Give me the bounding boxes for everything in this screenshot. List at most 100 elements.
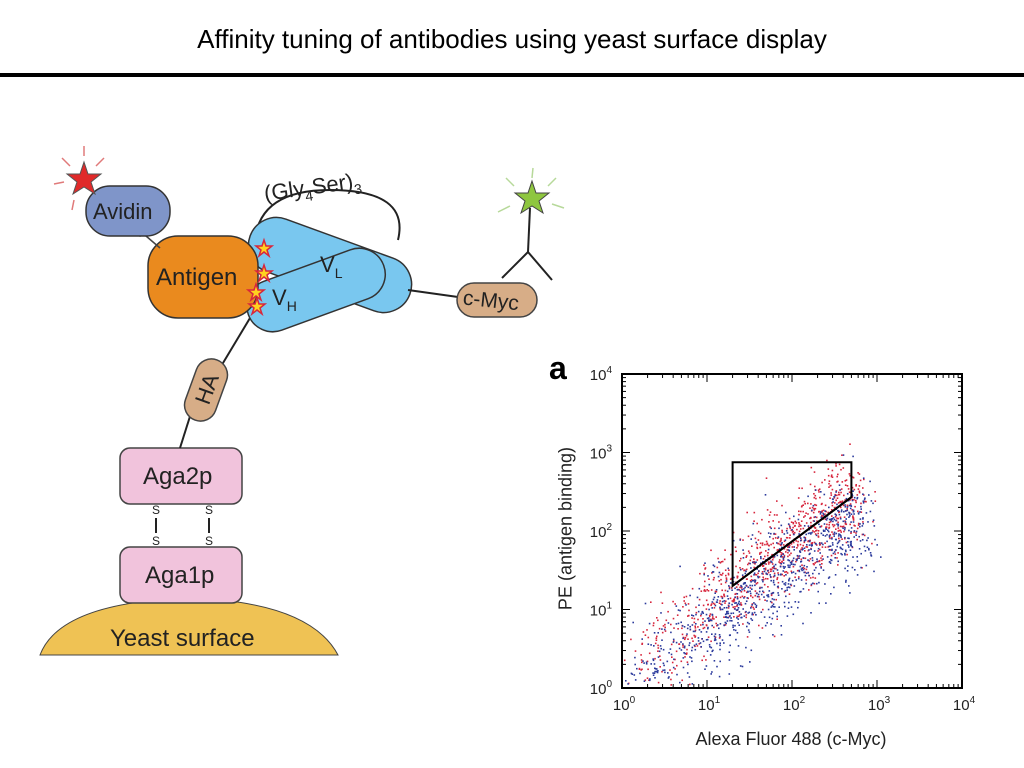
data-point bbox=[711, 607, 713, 609]
data-point bbox=[764, 599, 766, 601]
data-point bbox=[753, 558, 755, 560]
data-point bbox=[740, 585, 743, 588]
data-point bbox=[745, 568, 748, 571]
data-point bbox=[676, 673, 678, 676]
data-point bbox=[773, 583, 776, 586]
data-point bbox=[838, 493, 841, 496]
data-point bbox=[798, 557, 800, 559]
data-point bbox=[782, 553, 784, 555]
data-point bbox=[755, 574, 758, 576]
data-point bbox=[782, 570, 785, 572]
data-point bbox=[772, 579, 775, 582]
linker-label: (Gly4Ser)3 bbox=[262, 168, 363, 210]
data-point bbox=[677, 628, 679, 630]
data-point bbox=[709, 654, 712, 656]
data-point bbox=[745, 646, 747, 649]
data-point bbox=[686, 672, 689, 674]
data-point bbox=[798, 525, 800, 528]
data-point bbox=[857, 524, 860, 526]
data-point bbox=[759, 637, 761, 639]
data-point bbox=[773, 598, 775, 601]
data-point bbox=[700, 614, 702, 617]
data-point bbox=[740, 591, 743, 593]
data-point bbox=[786, 572, 789, 574]
data-point bbox=[817, 590, 819, 593]
data-point bbox=[762, 580, 764, 583]
data-point bbox=[755, 606, 757, 608]
data-point bbox=[836, 557, 838, 559]
data-point bbox=[827, 529, 829, 532]
data-point bbox=[716, 599, 719, 601]
data-point bbox=[846, 504, 849, 507]
data-point bbox=[819, 542, 821, 544]
data-point bbox=[786, 586, 788, 589]
data-point bbox=[832, 520, 834, 523]
data-point bbox=[638, 668, 641, 670]
data-point bbox=[687, 663, 689, 666]
data-point bbox=[856, 538, 858, 541]
disulfide-s: S bbox=[205, 503, 213, 517]
data-point bbox=[850, 513, 853, 515]
data-point bbox=[721, 596, 724, 598]
data-point bbox=[661, 631, 664, 634]
data-point bbox=[685, 653, 688, 655]
data-point bbox=[779, 551, 781, 553]
data-point bbox=[694, 636, 696, 638]
data-point bbox=[782, 558, 785, 560]
data-point bbox=[851, 476, 854, 478]
data-point bbox=[757, 575, 759, 578]
data-point bbox=[675, 623, 678, 625]
data-point bbox=[792, 559, 794, 562]
data-point bbox=[828, 521, 831, 524]
data-point bbox=[652, 674, 655, 676]
data-point bbox=[848, 511, 850, 514]
data-point bbox=[737, 583, 740, 586]
data-point bbox=[845, 497, 848, 500]
data-point bbox=[872, 520, 874, 523]
data-point bbox=[770, 606, 773, 608]
data-point bbox=[855, 499, 857, 502]
data-point bbox=[754, 579, 757, 582]
data-point bbox=[796, 554, 799, 557]
data-point bbox=[672, 600, 674, 603]
data-point bbox=[715, 616, 717, 618]
data-point bbox=[799, 543, 802, 546]
data-point bbox=[709, 615, 711, 618]
data-point bbox=[846, 485, 849, 487]
data-point bbox=[727, 573, 730, 576]
data-point bbox=[792, 522, 795, 525]
data-point bbox=[681, 627, 683, 630]
data-point bbox=[692, 640, 694, 642]
data-point bbox=[716, 624, 718, 627]
data-point bbox=[842, 520, 845, 523]
data-point bbox=[688, 676, 691, 678]
data-point bbox=[843, 510, 845, 513]
data-point bbox=[725, 615, 727, 618]
data-point bbox=[777, 581, 780, 584]
data-point bbox=[845, 479, 848, 481]
data-point bbox=[798, 522, 800, 524]
data-point bbox=[786, 589, 788, 591]
data-point bbox=[867, 521, 869, 523]
data-point bbox=[810, 532, 812, 535]
data-point bbox=[849, 544, 852, 546]
data-point bbox=[736, 575, 739, 578]
data-point bbox=[753, 608, 755, 610]
data-point bbox=[840, 488, 843, 490]
data-point bbox=[804, 574, 807, 577]
data-point bbox=[863, 534, 866, 537]
data-point bbox=[816, 560, 819, 563]
data-point bbox=[657, 644, 659, 647]
data-point bbox=[805, 522, 808, 524]
data-point bbox=[700, 646, 702, 648]
data-point bbox=[728, 587, 731, 590]
data-point bbox=[860, 502, 862, 505]
data-point bbox=[773, 546, 775, 549]
data-point bbox=[831, 515, 833, 517]
data-point bbox=[847, 499, 850, 502]
data-point bbox=[773, 527, 776, 530]
data-point bbox=[625, 680, 627, 682]
data-point bbox=[849, 549, 852, 551]
data-point bbox=[738, 614, 741, 616]
data-point bbox=[756, 568, 758, 570]
